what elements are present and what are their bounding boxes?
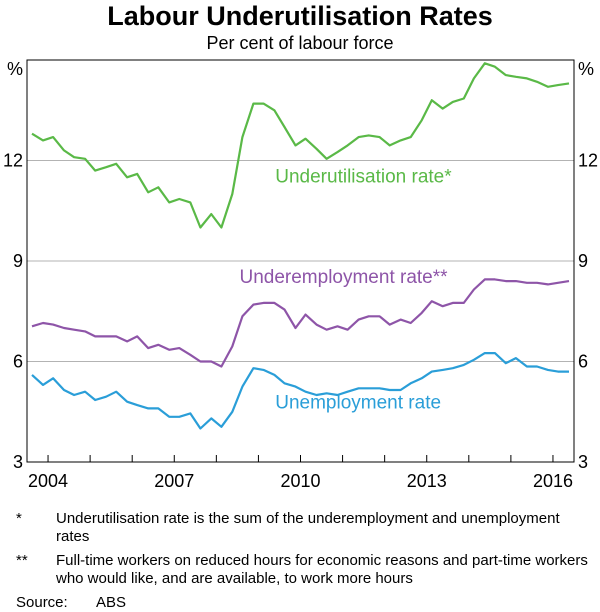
y-tick-label-right: 3 [578,452,588,472]
footnote-mark: * [16,510,22,527]
source-line: Source: ABS [16,594,591,612]
series-line-1 [31,278,570,368]
chart-title: Labour Underutilisation Rates [107,1,493,31]
source-label: Source: [16,594,68,611]
x-tick-label: 2007 [154,471,194,491]
y-tick-label-left: 9 [13,251,23,271]
y-tick-label-right: 9 [578,251,588,271]
source-value: ABS [96,594,127,611]
y-axis-unit-left: % [7,59,23,79]
y-axis-unit-right: % [578,59,594,79]
x-tick-label: 2004 [28,471,68,491]
footnotes: * Underutilisation rate is the sum of th… [16,510,591,612]
y-tick-label-left: 3 [13,452,23,472]
y-tick-label-right: 6 [578,352,588,372]
x-tick-label: 2013 [407,471,447,491]
footnote-text: Underutilisation rate is the sum of the … [56,510,560,545]
footnote-underutilisation: * Underutilisation rate is the sum of th… [16,510,591,546]
series-label-2: Unemployment rate [275,392,441,413]
series-label-1: Underemployment rate** [239,267,448,288]
footnote-underemployment: ** Full-time workers on reduced hours fo… [16,552,591,588]
series-line-2 [31,352,569,430]
x-tick-label: 2010 [280,471,320,491]
footnote-text: Full-time workers on reduced hours for e… [56,552,588,587]
y-tick-label-left: 12 [3,151,23,171]
series-line-0 [31,62,570,229]
footnote-mark: ** [16,552,28,569]
x-tick-label: 2016 [533,471,573,491]
series-label-0: Underutilisation rate* [275,166,452,187]
y-tick-label-right: 12 [578,151,598,171]
y-tick-label-left: 6 [13,352,23,372]
chart-subtitle: Per cent of labour force [206,33,394,53]
